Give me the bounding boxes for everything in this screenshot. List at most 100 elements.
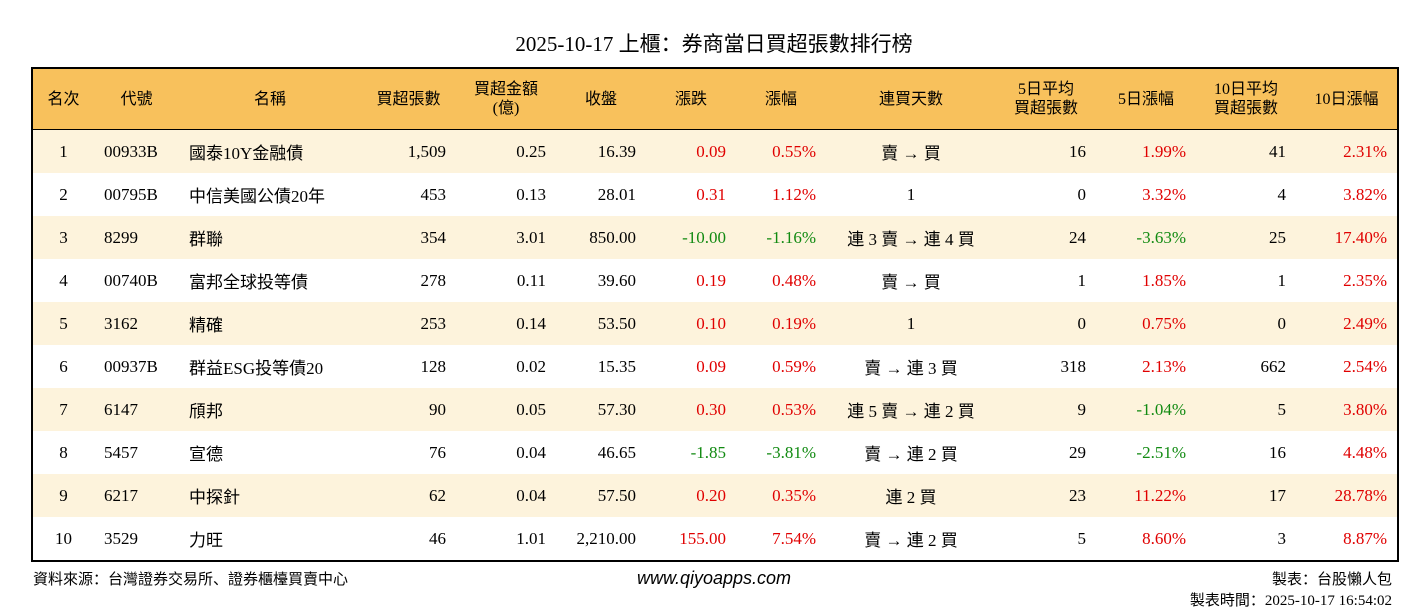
table-cell: 2.13% — [1142, 356, 1186, 376]
table-cell: 6217 — [94, 474, 179, 517]
source: 資料來源：台灣證券交易所、證券櫃檯買賣中心 — [33, 572, 349, 588]
table-cell: 253 — [361, 302, 456, 345]
table-cell: 0.75% — [1096, 302, 1196, 345]
table-cell: 賣 → 連 2 買 — [864, 445, 958, 464]
table-cell: 29 — [1069, 442, 1086, 462]
author: 製表：台股懶人包 — [1271, 572, 1392, 588]
table-cell: 9 — [996, 388, 1096, 431]
table-cell: 24 — [996, 216, 1096, 259]
table-cell: 16.39 — [556, 129, 646, 173]
table-cell: 8 — [59, 442, 68, 462]
column-header: 5日平均 買超張數 — [996, 68, 1096, 130]
table-cell: 0.19% — [736, 302, 826, 345]
column-header: 10日漲幅 — [1296, 68, 1398, 130]
table-cell: 0.59% — [772, 356, 816, 376]
table-cell: -10.00 — [646, 216, 736, 259]
table-cell: 中信美國公債20年 — [189, 187, 325, 206]
table-cell: 2.49% — [1296, 302, 1398, 345]
table-cell: 5 — [1077, 528, 1087, 548]
table-cell: 57.30 — [556, 388, 646, 431]
table-cell: 1,509 — [361, 129, 456, 173]
table-cell: 354 — [361, 216, 456, 259]
table-cell: 連 2 買 — [826, 474, 996, 517]
table-cell: 17 — [1196, 474, 1296, 517]
table-row: 9 6217 中探針 62 0.04 57.50 0.20 0.35% 連 2 買 23 11.22… — [32, 474, 1398, 517]
table-cell: 1 — [906, 184, 916, 204]
table-cell: 0.09 — [696, 356, 726, 376]
column-header: 連買天數 — [826, 68, 996, 130]
table-cell: 25 — [1196, 216, 1296, 259]
table-cell: 4 — [1277, 184, 1287, 204]
table-cell: -3.81% — [766, 442, 816, 462]
table-cell: 00795B — [104, 184, 158, 204]
table-cell: 7.54% — [772, 528, 816, 548]
column-header: 收盤 — [556, 68, 646, 130]
table-cell: 318 — [1060, 356, 1087, 376]
table-cell: 1 — [826, 302, 996, 345]
table-cell: 00740B — [104, 270, 158, 290]
table-cell: 3529 — [104, 528, 138, 548]
table-cell: 0.11 — [516, 270, 546, 290]
table-cell: 0.48% — [772, 270, 816, 290]
table-cell: 賣 → 連 2 買 — [864, 531, 958, 550]
table-cell: 3162 — [94, 302, 179, 345]
table-cell: 90 — [361, 388, 456, 431]
title: 2025-10-17 上櫃：券商當日買超張數排行榜 — [515, 32, 913, 56]
table-cell: -1.85 — [690, 442, 726, 462]
table-cell: 賣 → 買 — [826, 129, 996, 173]
table-cell: 中探針 — [179, 474, 361, 517]
table-cell: 2.31% — [1296, 129, 1398, 173]
table-cell: 3.01 — [456, 216, 556, 259]
table-cell: 5 — [1196, 388, 1296, 431]
table-cell: 宣德 — [189, 445, 223, 464]
table-cell: 0 — [996, 302, 1096, 345]
table-cell: 8.87% — [1343, 528, 1387, 548]
table-cell: 力旺 — [189, 531, 223, 550]
table-cell: 5 — [32, 302, 94, 345]
table-cell: 76 — [429, 442, 446, 462]
column-header: 名稱 — [179, 68, 361, 130]
table-cell: 3.32% — [1142, 184, 1186, 204]
table-cell: 5457 — [104, 442, 138, 462]
table-cell: 128 — [420, 356, 447, 376]
table-cell: 6 — [59, 356, 68, 376]
table-cell: 0.04 — [456, 474, 556, 517]
table-cell: 0.30 — [646, 388, 736, 431]
table-cell: 2.54% — [1343, 356, 1387, 376]
table-row: 4 00740B 富邦全球投等債 278 0.11 39.60 0.19 0.48% 賣 → 買… — [32, 259, 1398, 302]
table-cell: 15.35 — [597, 356, 636, 376]
site: www.qiyoapps.com — [636, 568, 792, 588]
table-cell: 0.02 — [516, 356, 546, 376]
column-header: 10日平均 買超張數 — [1196, 68, 1296, 130]
table-cell: 41 — [1196, 129, 1296, 173]
table-cell: 6147 — [94, 388, 179, 431]
table-cell: -3.63% — [1096, 216, 1196, 259]
table-cell: 0.14 — [456, 302, 556, 345]
table-cell: 群聯 — [179, 216, 361, 259]
table-cell: 3.80% — [1296, 388, 1398, 431]
column-header: 漲跌 — [646, 68, 736, 130]
table-cell: 賣 → 連 3 買 — [864, 359, 958, 378]
table-row: 3 8299 群聯 354 3.01 850.00 -10.00 -1.16% 連 3 賣 → … — [32, 216, 1398, 259]
table-cell: 53.50 — [556, 302, 646, 345]
timestamp: 製表時間：2025-10-17 16:54:02 — [1189, 593, 1392, 609]
table-cell: 0.10 — [646, 302, 736, 345]
table-cell: 0.53% — [736, 388, 826, 431]
table-cell: 4.48% — [1343, 442, 1387, 462]
table-cell: 7 — [32, 388, 94, 431]
table-cell: 46.65 — [597, 442, 636, 462]
table-cell: 1 — [1277, 270, 1287, 290]
column-header: 代號 — [94, 68, 179, 130]
table-cell: 9 — [32, 474, 94, 517]
table-cell: 賣 → 買 — [881, 273, 941, 292]
table-cell: 1.01 — [516, 528, 546, 548]
column-header: 買超張數 — [361, 68, 456, 130]
table-cell: 62 — [361, 474, 456, 517]
table-cell: 39.60 — [597, 270, 636, 290]
table-cell: 1.99% — [1096, 129, 1196, 173]
table-cell: 16 — [1269, 442, 1286, 462]
table-cell: 4 — [59, 270, 68, 290]
table-cell: 0.05 — [456, 388, 556, 431]
table-cell: 57.50 — [556, 474, 646, 517]
